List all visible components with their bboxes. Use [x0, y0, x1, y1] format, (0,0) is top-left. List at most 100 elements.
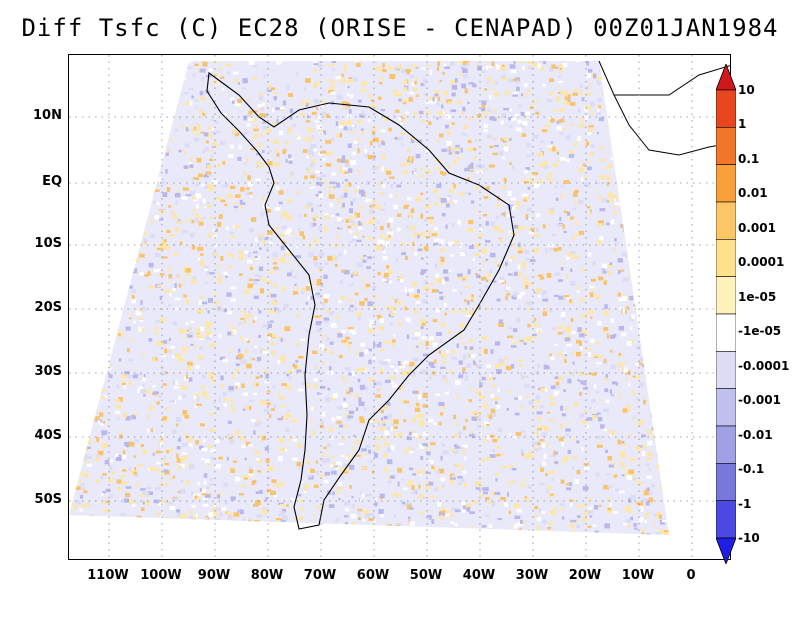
field-cell — [560, 195, 566, 198]
field-cell — [348, 464, 355, 470]
field-cell — [282, 211, 288, 216]
field-cell — [675, 378, 680, 381]
field-cell — [440, 239, 444, 244]
field-cell — [205, 521, 210, 526]
field-cell — [383, 452, 387, 457]
field-cell — [423, 279, 428, 285]
field-cell — [632, 150, 636, 155]
field-cell — [593, 406, 596, 409]
field-cell — [639, 517, 644, 522]
field-cell — [299, 500, 304, 503]
field-cell — [337, 330, 341, 336]
field-cell — [281, 482, 285, 486]
field-cell — [634, 527, 638, 530]
field-cell — [373, 382, 379, 386]
field-cell — [220, 383, 225, 389]
field-cell — [423, 93, 429, 96]
field-cell — [676, 334, 678, 336]
field-cell — [180, 464, 185, 468]
field-cell — [248, 278, 254, 282]
field-cell — [128, 102, 134, 108]
field-cell — [408, 369, 413, 373]
field-cell — [401, 68, 407, 74]
field-cell — [408, 480, 413, 484]
field-cell — [72, 438, 78, 442]
field-cell — [174, 193, 181, 198]
field-cell — [592, 524, 596, 527]
field-cell — [665, 81, 669, 84]
field-cell — [70, 406, 75, 409]
colorbar-bin — [716, 276, 736, 315]
field-cell — [380, 409, 384, 414]
field-cell — [272, 139, 279, 144]
field-cell — [627, 211, 631, 216]
field-cell — [169, 138, 173, 141]
field-cell — [611, 104, 615, 108]
field-cell — [220, 76, 225, 79]
field-cell — [71, 343, 75, 348]
field-cell — [98, 524, 102, 527]
field-cell — [323, 446, 327, 449]
field-cell — [498, 322, 504, 327]
field-cell — [313, 98, 319, 104]
field-cell — [461, 342, 466, 345]
field-cell — [545, 488, 549, 493]
field-cell — [582, 163, 586, 167]
field-cell — [99, 270, 103, 273]
field-cell — [436, 102, 440, 106]
field-cell — [101, 63, 106, 68]
field-cell — [395, 109, 400, 113]
field-cell — [677, 338, 680, 341]
field-cell — [382, 183, 386, 188]
field-cell — [117, 85, 121, 90]
field-cell — [530, 178, 535, 184]
field-cell — [638, 305, 644, 308]
field-cell — [351, 446, 355, 450]
field-cell — [507, 465, 514, 468]
field-cell — [688, 135, 693, 139]
field-cell — [324, 348, 327, 351]
field-cell — [566, 252, 571, 256]
colorbar-bin — [716, 164, 736, 203]
field-cell — [209, 149, 214, 152]
field-cell — [371, 98, 374, 102]
field-cell — [363, 254, 367, 257]
field-cell — [230, 286, 236, 290]
field-cell — [351, 530, 356, 534]
field-cell — [476, 328, 480, 330]
field-cell — [262, 125, 267, 130]
field-cell — [388, 234, 391, 239]
field-cell — [687, 478, 691, 481]
field-cell — [676, 104, 679, 107]
field-cell — [299, 338, 305, 341]
field-cell — [128, 466, 132, 471]
field-cell — [218, 214, 223, 219]
field-cell — [254, 519, 260, 524]
field-cell — [157, 268, 161, 271]
field-cell — [146, 174, 153, 179]
field-cell — [332, 393, 338, 398]
field-cell — [529, 106, 533, 110]
field-cell — [666, 255, 669, 260]
field-cell — [331, 61, 337, 63]
field-cell — [483, 439, 488, 442]
field-cell — [239, 273, 243, 276]
field-cell — [186, 334, 193, 338]
field-cell — [584, 510, 589, 515]
field-cell — [429, 375, 432, 380]
field-cell — [83, 456, 87, 461]
field-cell — [75, 203, 81, 206]
field-cell — [461, 66, 466, 70]
field-cell — [130, 188, 135, 192]
field-cell — [469, 526, 474, 531]
field-cell — [416, 471, 423, 475]
field-cell — [687, 126, 691, 131]
field-cell — [275, 148, 278, 154]
field-cell — [178, 149, 182, 153]
field-cell — [540, 140, 545, 144]
field-cell — [648, 89, 654, 93]
field-cell — [511, 117, 517, 121]
field-cell — [641, 434, 646, 438]
field-cell — [618, 352, 622, 356]
field-cell — [628, 383, 631, 387]
